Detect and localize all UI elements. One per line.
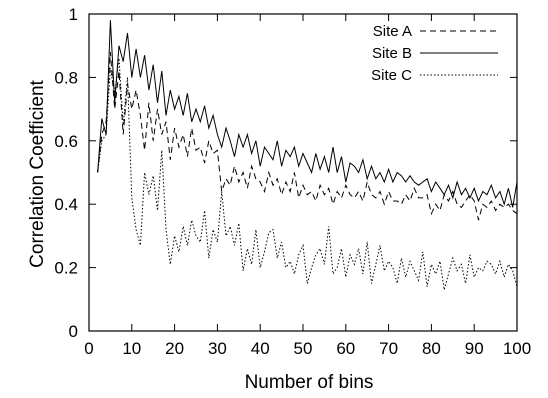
x-tick-label: 60 (336, 339, 355, 358)
y-tick-label: 0.6 (54, 132, 78, 151)
x-tick-label: 90 (465, 339, 484, 358)
x-axis-label: Number of bins (245, 372, 374, 393)
plot-area (88, 13, 518, 332)
x-tick-label: 20 (165, 339, 184, 358)
legend-label-site-a: Site A (373, 23, 412, 40)
legend-label-site-b: Site B (372, 45, 412, 62)
x-tick-label: 40 (251, 339, 270, 358)
x-tick-label: 80 (422, 339, 441, 358)
series-line-site-a (97, 51, 518, 221)
x-tick-label: 70 (379, 339, 398, 358)
series-lines (97, 20, 518, 290)
x-tick-label: 10 (122, 339, 141, 358)
legend-label-site-c: Site C (371, 67, 412, 84)
axes: 0 10 20 30 40 50 60 70 80 90 100 0 0.2 0.4 0.6 0.8 1 (54, 5, 531, 358)
y-tick-label: 1 (69, 5, 78, 24)
series-line-site-b (97, 20, 518, 208)
y-tick-label: 0.2 (54, 259, 78, 278)
x-tick-label: 100 (503, 339, 531, 358)
series-line-site-c (97, 58, 518, 290)
x-tick-label: 30 (208, 339, 227, 358)
y-tick-label: 0.8 (54, 68, 78, 87)
y-tick-label: 0 (69, 322, 78, 341)
plot-border (88, 13, 518, 332)
x-tick-label: 0 (84, 339, 93, 358)
y-tick-label: 0.4 (54, 195, 78, 214)
y-axis-label: Correlation Coefficient (27, 79, 48, 267)
legend: Site A Site B Site C (371, 23, 498, 84)
x-tick-label: 50 (294, 339, 313, 358)
